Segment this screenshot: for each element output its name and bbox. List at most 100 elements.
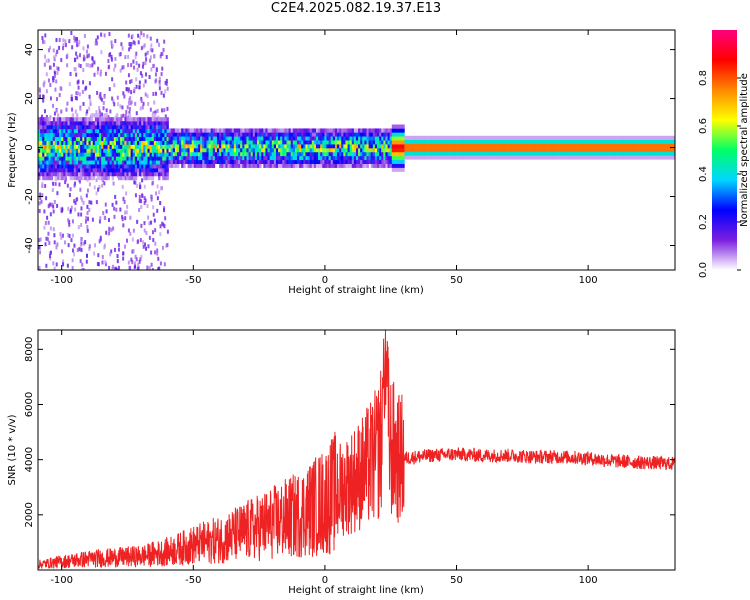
spectrogram-cell xyxy=(214,151,218,157)
spectrogram-cell xyxy=(648,135,652,140)
spectrogram-cell xyxy=(166,117,169,122)
spectrogram-cell xyxy=(153,113,157,118)
spectrogram-cell xyxy=(627,147,631,152)
spectrogram-cell xyxy=(480,139,483,144)
spectrogram-noise-cell xyxy=(161,51,164,56)
spectrogram-noise-cell xyxy=(86,54,89,59)
spectrogram-cell xyxy=(602,143,605,148)
spectrogram-cell xyxy=(179,136,182,141)
spectrogram-noise-cell xyxy=(103,33,106,38)
spectrogram-cell xyxy=(240,159,243,164)
spectrogram-cell xyxy=(126,164,129,169)
spectrogram-cell xyxy=(330,136,334,141)
spectrogram-cell xyxy=(600,143,603,148)
spectrogram-cell xyxy=(113,160,117,165)
spectrogram-noise-cell xyxy=(85,62,88,67)
spectrogram-cell xyxy=(320,144,323,149)
spectrogram-cell xyxy=(202,140,205,145)
spectrogram-cell xyxy=(587,155,591,160)
spectrogram-cell xyxy=(497,151,500,156)
spectrogram-cell xyxy=(372,132,376,137)
spectrogram-noise-cell xyxy=(150,67,153,72)
spectrogram-cell xyxy=(113,144,117,149)
spectrogram-cell xyxy=(654,135,658,140)
spectrogram-cell xyxy=(254,155,258,161)
spectrogram-cell xyxy=(385,144,388,149)
spectrogram-cell xyxy=(366,163,369,168)
spectrogram-cell xyxy=(334,159,338,164)
spectrogram-noise-cell xyxy=(86,177,89,182)
spectrogram-noise-cell xyxy=(117,265,120,270)
spectrogram-cell xyxy=(130,152,134,157)
spectrogram-cell xyxy=(200,159,203,164)
spectrogram-cell xyxy=(657,143,660,148)
spectrogram-cell xyxy=(389,151,393,157)
spectrogram-noise-cell xyxy=(81,198,84,203)
spectrogram-noise-cell xyxy=(122,64,125,69)
spectrogram-cell xyxy=(242,128,245,133)
spectrogram-noise-cell xyxy=(68,222,71,227)
spectrogram-cell xyxy=(252,132,256,137)
spectrogram-cell xyxy=(522,155,525,160)
spectrogram-noise-cell xyxy=(75,36,78,41)
spectrogram-cell xyxy=(183,159,186,164)
spectrogram-cell xyxy=(99,132,102,138)
spectrogram-cell xyxy=(101,128,104,134)
spectrogram-cell xyxy=(54,125,58,130)
spectrogram-cell xyxy=(267,144,270,149)
spectrogram-cell xyxy=(92,144,96,149)
spectrogram-cell xyxy=(233,155,237,161)
spectrogram-cell xyxy=(442,139,445,144)
spectrogram-cell xyxy=(170,140,174,145)
spectrogram-cell xyxy=(227,144,230,149)
spectrogram-cell xyxy=(212,163,216,168)
spectrogram-cell xyxy=(398,155,401,161)
spectrogram-cell xyxy=(370,128,374,133)
spectrogram-cell xyxy=(233,144,237,149)
spectrogram-noise-cell xyxy=(80,222,83,227)
spectrogram-cell xyxy=(160,152,163,157)
spectrogram-cell xyxy=(299,159,302,164)
spectrogram-cell xyxy=(606,143,609,148)
spectrogram-cell xyxy=(349,155,353,161)
spectrogram-cell xyxy=(257,163,260,168)
spectrogram-noise-cell xyxy=(38,265,41,270)
spectrogram-cell xyxy=(395,132,399,137)
y-tick-label: 40 xyxy=(24,43,35,56)
spectrogram-cell xyxy=(99,148,102,153)
spectrogram-cell xyxy=(404,135,407,140)
spectrogram-cell xyxy=(187,128,190,133)
spectrogram-cell xyxy=(633,147,637,152)
spectrogram-cell xyxy=(235,136,239,141)
spectrogram-cell xyxy=(414,135,418,140)
spectrogram-noise-cell xyxy=(144,79,147,84)
spectrogram-noise-cell xyxy=(91,217,94,222)
spectrogram-cell xyxy=(59,121,62,126)
spectrogram-cell xyxy=(480,143,483,148)
spectrogram-noise-cell xyxy=(146,265,149,270)
spectrogram-cell xyxy=(164,136,167,141)
spectrogram-cell xyxy=(134,152,138,157)
spectrogram-cell xyxy=(134,164,138,169)
spectrogram-noise-cell xyxy=(93,60,96,65)
spectrogram-cell xyxy=(193,148,197,153)
spectrogram-noise-cell xyxy=(125,110,128,115)
spectrogram-cell xyxy=(421,151,424,156)
spectrogram-cell xyxy=(465,135,468,140)
spectrogram-cell xyxy=(145,148,148,153)
snr-frame xyxy=(37,329,676,571)
spectrogram-noise-cell xyxy=(102,100,105,105)
spectrogram-cell xyxy=(151,152,155,157)
spectrogram-cell xyxy=(52,172,56,177)
spectrogram-cell xyxy=(368,151,372,157)
spectrogram-cell xyxy=(526,155,529,160)
spectrogram-cell xyxy=(238,148,241,153)
spectrogram-noise-cell xyxy=(53,240,56,245)
spectrogram-cell xyxy=(63,125,66,130)
spectrogram-cell xyxy=(387,128,390,133)
spectrogram-noise-cell xyxy=(160,186,163,191)
spectrogram-cell xyxy=(583,155,586,160)
spectrogram-cell xyxy=(425,147,428,152)
spectrogram-cell xyxy=(311,136,315,141)
spectrogram-cell xyxy=(288,128,291,133)
